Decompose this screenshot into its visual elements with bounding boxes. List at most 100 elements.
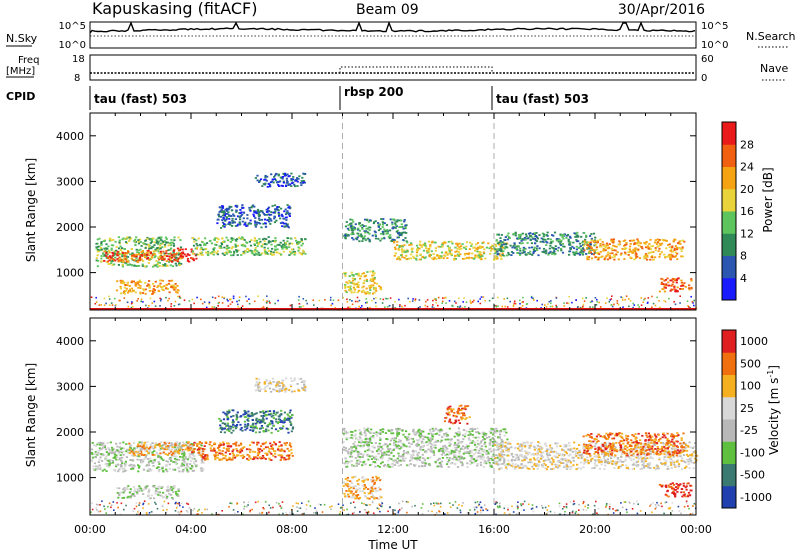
scatter-cell (383, 465, 386, 467)
scatter-cell (194, 247, 197, 250)
scatter-cell (231, 419, 235, 422)
ground-scatter-cell (479, 302, 482, 305)
scatter-cell (589, 247, 592, 250)
scatter-cell (246, 418, 249, 421)
ground-scatter-cell (664, 300, 667, 303)
scatter-cell (231, 239, 234, 242)
scatter-cell (128, 290, 131, 292)
scatter-cell (137, 453, 140, 456)
ground-scatter-cell (414, 299, 416, 302)
scatter-cell (200, 454, 203, 457)
ground-scatter-cell (620, 296, 622, 298)
scatter-cell (401, 245, 404, 248)
scatter-cell (178, 264, 181, 266)
scatter-cell (152, 288, 155, 290)
scatter-cell (285, 377, 288, 380)
scatter-cell (443, 240, 446, 243)
scatter-cell (285, 247, 288, 250)
scatter-cell (353, 227, 356, 229)
ground-scatter-cell (426, 305, 429, 308)
scatter-cell (464, 248, 468, 250)
scatter-cell (254, 225, 257, 228)
scatter-cell (126, 259, 129, 262)
scatter-cell (380, 237, 383, 240)
scatter-cell (394, 224, 398, 227)
scatter-cell (596, 239, 599, 242)
scatter-cell (134, 238, 137, 241)
scatter-cell (258, 452, 261, 455)
scatter-cell (344, 284, 347, 286)
scatter-cell (593, 251, 596, 254)
scatter-cell (676, 286, 679, 289)
scatter-cell (263, 388, 266, 391)
scatter-cell (625, 247, 628, 250)
scatter-cell (344, 275, 347, 277)
scatter-cell (385, 465, 389, 467)
scatter-cell (132, 280, 135, 283)
scatter-cell (368, 292, 371, 295)
scatter-cell (222, 418, 226, 421)
scatter-cell (445, 432, 448, 435)
scatter-cell (293, 183, 296, 186)
ground-scatter-cell (568, 295, 570, 298)
ground-scatter-cell (178, 303, 181, 305)
scatter-cell (267, 382, 270, 385)
scatter-cell (374, 220, 377, 223)
scatter-cell (432, 253, 435, 255)
ground-scatter-cell (581, 306, 584, 309)
scatter-cell (216, 222, 219, 225)
scatter-cell (139, 487, 142, 490)
scatter-cell (224, 457, 227, 460)
scatter-cell (169, 242, 172, 244)
scatter-cell (372, 222, 375, 225)
scatter-cell (137, 470, 140, 473)
scatter-cell (581, 252, 584, 255)
scatter-cell (584, 238, 587, 241)
scatter-cell (195, 464, 198, 467)
scatter-cell (285, 454, 289, 457)
scatter-cell (172, 461, 175, 463)
scatter-cell (232, 420, 235, 423)
scatter-cell (441, 429, 444, 432)
scatter-cell (472, 247, 475, 249)
scatter-cell (605, 242, 609, 245)
scatter-cell (186, 458, 190, 461)
ground-scatter-cell (491, 297, 494, 300)
scatter-cell (507, 232, 510, 235)
scatter-cell (231, 452, 234, 455)
scatter-cell (219, 420, 222, 422)
scatter-cell (247, 424, 250, 427)
scatter-cell (164, 442, 167, 445)
scatter-cell (444, 255, 447, 257)
scatter-cell (254, 177, 257, 179)
scatter-cell (170, 258, 173, 261)
ground-scatter-cell (592, 306, 594, 308)
scatter-cell (95, 242, 98, 245)
scatter-cell (228, 251, 231, 253)
scatter-cell (344, 233, 347, 236)
scatter-cell (354, 228, 357, 231)
ground-scatter-cell (265, 301, 268, 303)
scatter-cell (394, 246, 397, 249)
scatter-cell (264, 226, 268, 228)
ground-scatter-cell (211, 306, 214, 308)
scatter-cell (294, 185, 297, 188)
scatter-cell (226, 447, 229, 450)
scatter-cell (282, 384, 285, 387)
scatter-cell (274, 210, 277, 213)
scatter-cell (230, 431, 233, 434)
scatter-cell (161, 265, 164, 267)
scatter-cell (159, 244, 162, 247)
scatter-cell (148, 468, 152, 471)
scatter-cell (176, 260, 179, 263)
scatter-cell (389, 443, 392, 446)
scatter-cell (171, 265, 174, 268)
scatter-cell (247, 250, 251, 252)
scatter-cell (281, 185, 284, 187)
scatter-cell (624, 252, 627, 255)
scatter-cell (497, 436, 500, 439)
scatter-cell (585, 235, 588, 238)
scatter-cell (219, 215, 222, 218)
scatter-cell (268, 214, 271, 216)
scatter-cell (533, 238, 537, 240)
